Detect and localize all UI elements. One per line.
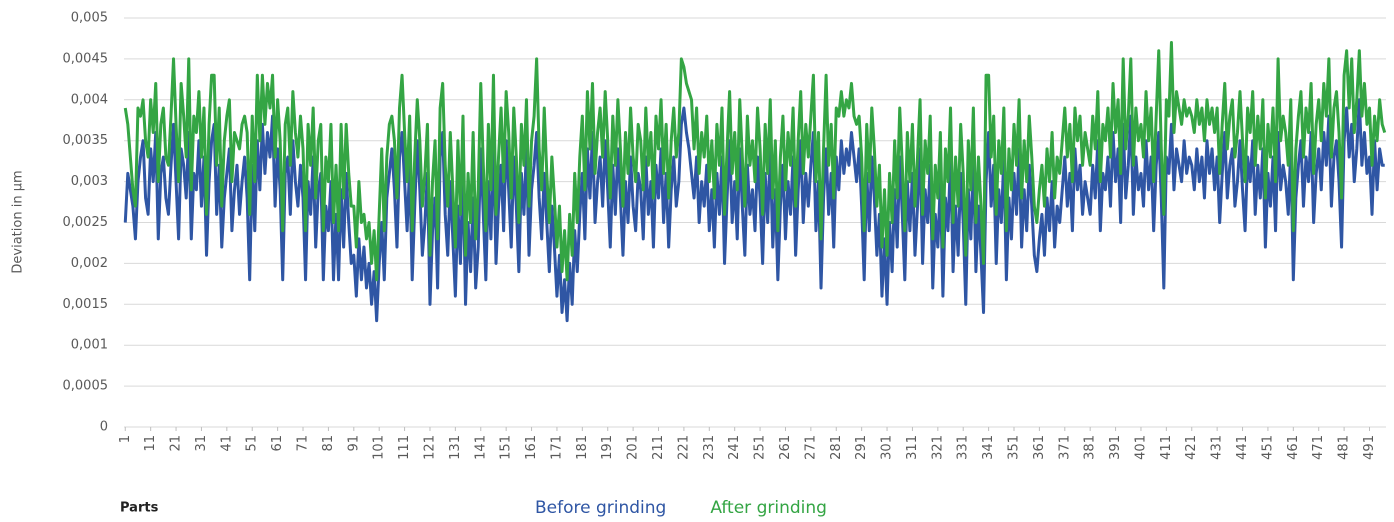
x-tick-label: 171 (549, 435, 564, 460)
x-tick-label: 191 (600, 435, 615, 460)
x-tick-label: 111 (397, 435, 412, 460)
x-tick-label: 391 (1108, 435, 1123, 460)
y-tick-label: 0,0025 (63, 215, 109, 230)
x-tick-label: 201 (626, 435, 641, 460)
x-tick-label: 261 (778, 435, 793, 460)
x-tick-label: 31 (194, 435, 209, 452)
x-tick-label: 411 (1159, 435, 1174, 460)
x-tick-label: 401 (1133, 435, 1148, 460)
x-tick-label: 421 (1184, 435, 1199, 460)
x-tick-label: 221 (676, 435, 691, 460)
x-tick-label: 471 (1311, 435, 1326, 460)
y-tick-label: 0,0045 (63, 51, 109, 66)
line-series (123, 41, 1387, 282)
x-tick-label: 291 (854, 435, 869, 460)
x-tick-label: 361 (1032, 435, 1047, 460)
x-tick-label: 121 (422, 435, 437, 460)
y-tick-label: 0,004 (71, 92, 108, 107)
y-axis-label: Deviation in µm (11, 170, 26, 273)
x-tick-label: 371 (1057, 435, 1072, 460)
x-tick-label: 91 (346, 435, 361, 452)
x-tick-label: 141 (473, 435, 488, 460)
x-tick-label: 21 (169, 435, 184, 452)
x-tick-label: 451 (1260, 435, 1275, 460)
x-tick-label: 131 (448, 435, 463, 460)
x-tick-label: 71 (296, 435, 311, 452)
x-tick-label: 61 (270, 435, 285, 452)
x-tick-label: 431 (1210, 435, 1225, 460)
x-tick-label: 151 (499, 435, 514, 460)
x-tick-label: 251 (753, 435, 768, 460)
x-tick-label: 491 (1362, 435, 1377, 460)
x-tick-label: 311 (905, 435, 920, 460)
x-tick-label: 461 (1286, 435, 1301, 460)
x-tick-label: 241 (727, 435, 742, 460)
y-tick-label: 0,003 (71, 174, 108, 189)
x-tick-label: 181 (575, 435, 590, 460)
y-tick-label: 0,0035 (63, 133, 109, 148)
x-tick-label: 481 (1337, 435, 1352, 460)
x-axis-label: Parts (120, 501, 159, 516)
x-tick-label: 101 (372, 435, 387, 460)
x-tick-label: 161 (524, 435, 539, 460)
legend-entry: After grinding (710, 498, 827, 518)
x-tick-label: 441 (1235, 435, 1250, 460)
x-tick-label: 51 (245, 435, 260, 452)
x-tick-label: 381 (1083, 435, 1098, 460)
x-tick-label: 341 (981, 435, 996, 460)
y-tick-label: 0,002 (71, 256, 108, 271)
y-tick-label: 0,0005 (63, 379, 109, 394)
y-tick-label: 0,005 (71, 11, 108, 26)
x-tick-label: 281 (829, 435, 844, 460)
x-tick-label: 301 (880, 435, 895, 460)
x-tick-label: 231 (702, 435, 717, 460)
y-tick-label: 0,0015 (63, 297, 109, 312)
y-tick-label: 0,001 (71, 338, 108, 353)
line-series (123, 98, 1385, 323)
legend-entry: Before grinding (535, 498, 666, 518)
x-tick-label: 351 (1007, 435, 1022, 460)
x-tick-label: 211 (651, 435, 666, 460)
x-tick-label: 321 (930, 435, 945, 460)
x-tick-label: 11 (143, 435, 158, 452)
x-tick-label: 81 (321, 435, 336, 452)
y-tick-label: 0 (100, 420, 108, 435)
x-tick-label: 271 (803, 435, 818, 460)
x-tick-label: 1 (118, 435, 133, 443)
x-tick-label: 41 (219, 435, 234, 452)
x-tick-label: 331 (956, 435, 971, 460)
